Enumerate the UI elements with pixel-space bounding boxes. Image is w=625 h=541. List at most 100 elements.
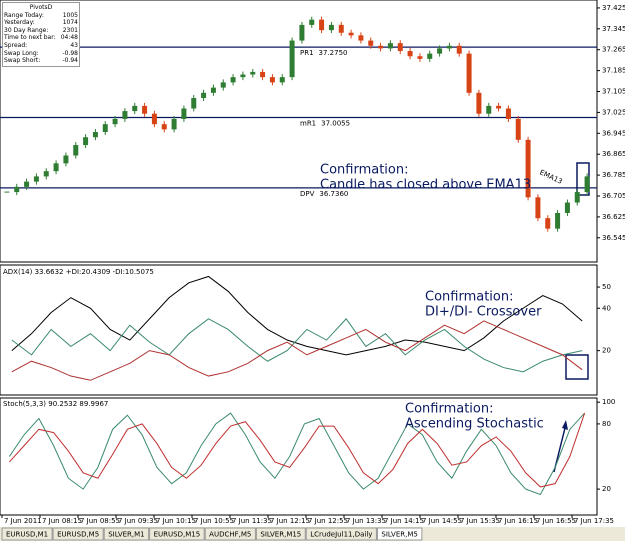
stoch-panel	[0, 397, 598, 516]
candle	[73, 145, 79, 156]
candle	[102, 124, 108, 132]
candle	[466, 53, 472, 93]
info-label: Range Today:	[4, 11, 44, 19]
tab-label: EURUSD,M15	[154, 531, 201, 539]
tab-box	[149, 527, 205, 541]
candle	[328, 24, 334, 31]
pivot-label: DPV 36.7360	[300, 190, 348, 198]
candle	[437, 48, 443, 54]
candle	[397, 43, 403, 52]
tab-box	[52, 527, 104, 541]
candle	[43, 171, 49, 177]
info-rows: Range Today: 1005 Yesterday: 1074 30 Day Ran…	[4, 12, 78, 65]
candle	[250, 71, 256, 75]
tab[interactable]: SILVER,M15	[255, 527, 306, 541]
x-tick-label: 7 Jun 17:35	[574, 517, 614, 525]
candle	[456, 45, 462, 54]
y-tick-label: 50	[602, 283, 611, 291]
candle	[387, 43, 393, 49]
info-row: Time to next bar: 04:48	[4, 34, 78, 42]
info-label: Swap Short:	[4, 57, 41, 65]
candle	[33, 176, 39, 182]
main-panel	[0, 0, 598, 263]
tab-box	[204, 527, 256, 541]
candle	[486, 105, 492, 114]
candle	[368, 40, 374, 46]
y-tick-label: 40	[602, 304, 611, 312]
candle	[269, 77, 275, 83]
candle	[14, 186, 20, 193]
tab-box	[376, 527, 423, 541]
arrow-head	[562, 420, 568, 430]
annotation: Ascending Stochastic	[405, 417, 544, 432]
candle	[545, 218, 551, 229]
y-tick-label: 37.345	[602, 25, 625, 33]
y-tick-label: 36.625	[602, 213, 625, 221]
annotation: DI+/DI- Crossover	[425, 305, 542, 320]
candle	[210, 87, 216, 93]
panel-title: ADX(14) 33.6632 +DI:20.4309 -DI:10.5075	[3, 268, 154, 276]
info-label: Swap Long:	[4, 49, 39, 57]
x-tick-label: 7 Jun 08:55	[80, 517, 120, 525]
candle	[240, 74, 246, 78]
candle	[427, 53, 433, 59]
candle	[309, 19, 315, 25]
candle	[122, 111, 128, 119]
candle	[525, 139, 531, 198]
tab[interactable]: SILVER,M5	[376, 527, 423, 541]
info-value: -0.98	[62, 49, 78, 57]
y-tick-label: 36.545	[602, 234, 625, 242]
candle	[574, 192, 580, 203]
pivot-value: 36.7360	[319, 190, 348, 198]
y-tick-label: 20	[602, 347, 611, 355]
candle	[220, 82, 226, 88]
x-tick-label: 7 Jun 2011	[4, 517, 42, 525]
x-tick-label: 7 Jun 16:55	[536, 517, 576, 525]
highlight-box	[565, 354, 589, 380]
info-label: Spread:	[4, 41, 28, 49]
annotation: Confirmation:	[425, 290, 514, 305]
candle	[63, 155, 69, 164]
candle	[505, 108, 511, 119]
pivot-label: mR1 37.0055	[300, 120, 350, 128]
y-tick-label: 36.705	[602, 192, 625, 200]
y-tick-label: 36.945	[602, 129, 625, 137]
pivot-value: 37.2750	[319, 49, 348, 57]
candle	[171, 118, 177, 130]
pivot-value: 37.0055	[321, 120, 350, 128]
candle	[496, 105, 502, 109]
tab[interactable]: SILVER,M1	[103, 527, 150, 541]
candle	[446, 45, 452, 49]
x-tick-label: 7 Jun 11:35	[232, 517, 272, 525]
indicator-line	[11, 318, 583, 373]
candle	[201, 92, 207, 99]
x-tick-label: 7 Jun 13:35	[346, 517, 386, 525]
tab[interactable]: AUDCHF,M5	[204, 527, 256, 541]
tab[interactable]: EURUSD,M15	[149, 527, 205, 541]
candle	[260, 71, 266, 78]
indicator-line	[9, 412, 586, 488]
y-tick-label: 37.425	[602, 4, 625, 12]
x-tick-label: 7 Jun 16:15	[498, 517, 538, 525]
annotation: Candle has closed above EMA13	[320, 178, 531, 193]
tab-label: LCrudeJul11,Daily	[310, 531, 372, 539]
info-value: 04:48	[60, 34, 78, 42]
candle	[417, 56, 423, 59]
indicator-line	[8, 412, 585, 496]
candle	[348, 32, 354, 36]
tab[interactable]: LCrudeJul11,Daily	[305, 527, 377, 541]
candle	[151, 113, 157, 125]
info-value: 43	[70, 41, 78, 49]
tab-box	[1, 527, 53, 541]
candle	[83, 137, 89, 146]
info-row: Swap Short: -0.94	[4, 57, 78, 65]
tab[interactable]: EURUSD,M1	[1, 527, 53, 541]
y-tick-label: 20	[602, 485, 611, 493]
tab[interactable]: EURUSD,M5	[52, 527, 104, 541]
info-row: Range Today: 1005	[4, 12, 78, 20]
tab-label: AUDCHF,M5	[209, 531, 251, 539]
info-title: PivotsD	[29, 4, 53, 11]
candle	[181, 108, 187, 119]
candle	[584, 176, 590, 193]
